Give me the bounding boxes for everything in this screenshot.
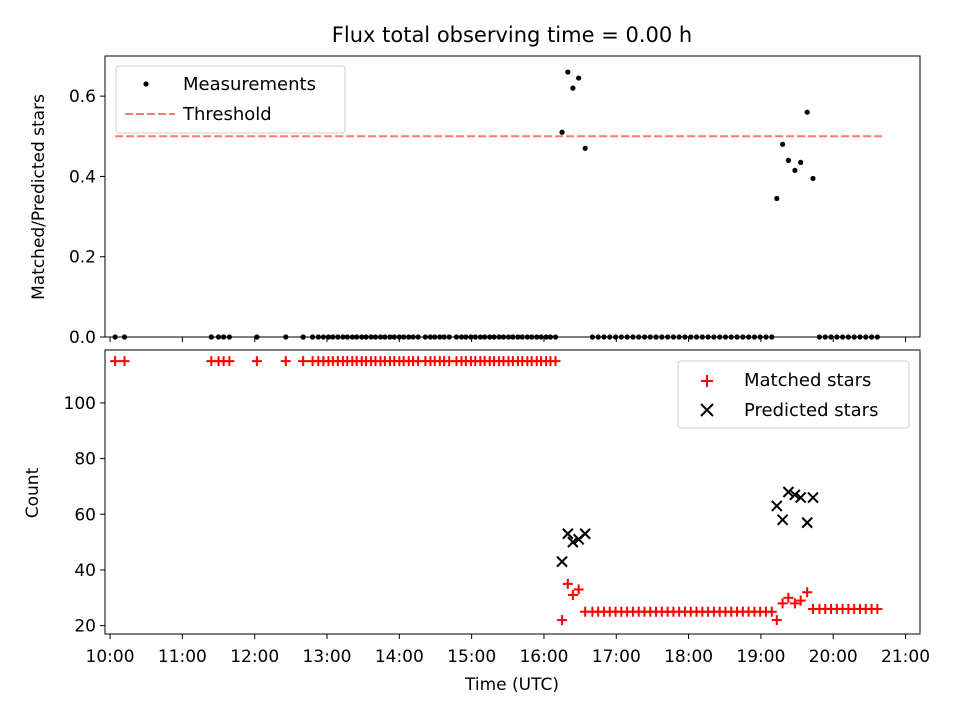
matched-point: [298, 356, 309, 367]
top-y-tick-label: 0.2: [69, 248, 96, 268]
measurement-point: [565, 69, 571, 75]
top-legend: Measurements Threshold: [115, 65, 346, 134]
x-tick-label: 16:00: [519, 647, 568, 667]
top-y-ticks: 0.0 0.2 0.4 0.6: [69, 87, 105, 348]
bottom-y-axis-label: Count: [23, 467, 43, 518]
predicted-point: [771, 500, 783, 512]
predicted-point: [579, 528, 591, 540]
measurement-point: [798, 159, 804, 165]
predicted-point: [794, 491, 807, 504]
matched-point: [550, 356, 561, 367]
matched-point: [224, 356, 235, 367]
measurement-point: [779, 141, 786, 147]
bottom-y-ticks: 20 40 60 80 100: [64, 394, 105, 637]
predicted-point: [556, 555, 568, 568]
x-tick-label: 13:00: [303, 647, 352, 667]
matched-point: [557, 615, 568, 626]
measurement-point: [792, 167, 798, 174]
bottom-axes-frame: [104, 349, 921, 635]
bottom-x-ticks: 10:00 11:00 12:00 13:00 14:00 15:00 16:00 17:00…: [86, 634, 930, 667]
matched-point: [872, 603, 883, 614]
x-tick-label: 15:00: [447, 647, 496, 667]
x-tick-label: 14:00: [375, 647, 424, 667]
legend-matched-label: Matched stars: [744, 370, 871, 391]
x-tick-label: 19:00: [736, 647, 785, 667]
top-y-tick-label: 0.0: [69, 328, 96, 348]
top-axes-frame: [104, 55, 921, 338]
legend-matched-marker: [701, 375, 713, 387]
measurement-point: [570, 85, 576, 91]
matched-point: [567, 590, 578, 601]
chart-title: Flux total observing time = 0.00 h: [332, 23, 692, 47]
measurement-point: [582, 145, 588, 151]
legend-predicted-marker: [700, 403, 714, 417]
predicted-point: [807, 491, 819, 504]
x-tick-label: 21:00: [881, 647, 930, 667]
top-y-tick-label: 0.4: [69, 167, 96, 187]
x-tick-label: 20:00: [809, 647, 858, 667]
x-tick-label: 12:00: [230, 647, 279, 667]
bottom-y-tick-label: 60: [74, 505, 96, 525]
bottom-y-tick-label: 100: [64, 394, 96, 414]
measurement-point: [576, 75, 582, 81]
predicted-point: [562, 528, 574, 540]
x-axis-label: Time (UTC): [464, 675, 559, 695]
bottom-y-tick-label: 20: [74, 617, 96, 637]
matched-point: [573, 584, 584, 595]
matched-point: [251, 356, 262, 367]
bottom-y-tick-label: 80: [74, 450, 96, 470]
measurement-point: [810, 175, 816, 182]
matched-point: [789, 598, 800, 609]
x-tick-label: 11:00: [158, 647, 207, 667]
legend-measurements-label: Measurements: [183, 74, 316, 95]
matched-point: [766, 606, 777, 617]
bottom-plot-area: [110, 356, 883, 626]
bottom-y-tick-label: 40: [74, 561, 96, 581]
measurement-point: [785, 157, 791, 163]
matched-point: [280, 356, 291, 367]
predicted-point: [801, 516, 813, 529]
matched-point: [119, 356, 130, 367]
legend-threshold-label: Threshold: [182, 104, 272, 125]
legend-predicted-label: Predicted stars: [744, 400, 878, 421]
matched-point: [110, 356, 121, 367]
measurement-point: [559, 129, 565, 135]
x-tick-label: 18:00: [664, 647, 713, 667]
matched-point: [771, 615, 782, 626]
bottom-legend-box: [677, 360, 910, 429]
top-y-axis-label: Matched/Predicted stars: [29, 94, 49, 300]
predicted-point: [789, 489, 801, 501]
x-tick-label: 17:00: [592, 647, 641, 667]
matched-point: [562, 578, 573, 589]
matched-point: [777, 598, 788, 609]
predicted-point: [567, 536, 579, 548]
measurement-point: [774, 195, 780, 202]
top-panel: Flux total observing time = 0.00 h Match…: [29, 23, 921, 348]
top-y-tick-label: 0.6: [69, 87, 96, 107]
x-tick-label: 10:00: [86, 647, 135, 667]
measurement-point: [804, 109, 810, 115]
predicted-point: [782, 486, 795, 498]
top-x-ticks: [109, 337, 907, 342]
predicted-point: [776, 514, 789, 526]
matched-point: [802, 587, 813, 598]
matched-point: [783, 592, 794, 603]
legend-measurements-marker: [143, 81, 149, 87]
top-legend-box: [115, 65, 346, 134]
bottom-legend: Matched stars Predicted stars: [677, 360, 910, 429]
matched-point: [795, 595, 806, 606]
